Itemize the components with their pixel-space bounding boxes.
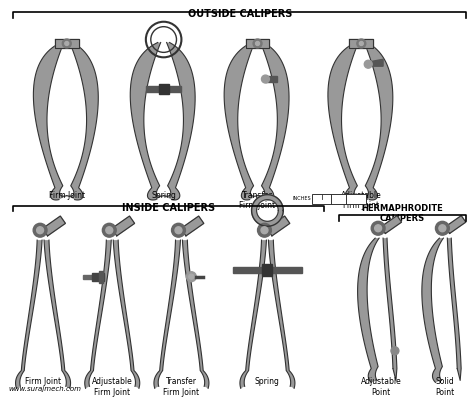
Polygon shape (257, 43, 289, 200)
Text: Spring: Spring (151, 191, 176, 200)
Polygon shape (164, 43, 195, 200)
Polygon shape (224, 43, 257, 200)
Circle shape (365, 60, 372, 68)
Polygon shape (113, 240, 140, 388)
Polygon shape (92, 273, 104, 281)
Circle shape (261, 227, 268, 234)
Circle shape (262, 75, 269, 83)
Text: Firm Joint: Firm Joint (49, 191, 85, 200)
Circle shape (371, 221, 385, 235)
Circle shape (357, 39, 366, 48)
Text: INCHES: INCHES (292, 196, 311, 201)
Circle shape (189, 274, 194, 279)
Circle shape (63, 39, 71, 48)
Text: 2: 2 (345, 196, 348, 201)
Circle shape (175, 227, 182, 234)
Polygon shape (16, 240, 42, 388)
Text: Adjustable
Firm Joint: Adjustable Firm Joint (341, 191, 382, 210)
Polygon shape (82, 275, 104, 279)
Circle shape (186, 272, 196, 282)
Circle shape (257, 223, 272, 237)
Text: OUTSIDE CALIPERS: OUTSIDE CALIPERS (188, 9, 292, 19)
Polygon shape (112, 216, 135, 236)
Circle shape (439, 225, 446, 232)
Polygon shape (154, 240, 181, 388)
Text: Transfer
Firm Joint: Transfer Firm Joint (239, 191, 275, 210)
Polygon shape (130, 43, 164, 200)
Polygon shape (267, 216, 290, 236)
Polygon shape (233, 267, 302, 273)
Polygon shape (55, 38, 79, 49)
Circle shape (33, 223, 47, 237)
Circle shape (253, 39, 262, 48)
Polygon shape (33, 43, 67, 200)
Polygon shape (159, 84, 169, 94)
Circle shape (391, 347, 399, 355)
Text: Solid
Point: Solid Point (436, 377, 455, 397)
Polygon shape (367, 59, 383, 66)
Text: 3: 3 (365, 196, 368, 201)
Polygon shape (240, 240, 266, 388)
Polygon shape (447, 238, 461, 381)
Text: Firm Joint: Firm Joint (25, 377, 61, 387)
Polygon shape (44, 240, 71, 388)
Circle shape (436, 221, 449, 235)
Text: 1: 1 (330, 196, 333, 201)
Circle shape (172, 223, 185, 237)
Text: Adjustable
Point: Adjustable Point (361, 377, 401, 397)
Polygon shape (85, 240, 111, 388)
Polygon shape (100, 271, 103, 283)
Polygon shape (349, 38, 373, 49)
Polygon shape (445, 216, 466, 233)
Polygon shape (357, 238, 379, 383)
Circle shape (102, 223, 116, 237)
Polygon shape (146, 86, 182, 92)
Text: Adjustable
Firm Joint: Adjustable Firm Joint (92, 377, 133, 397)
Text: Spring: Spring (255, 377, 280, 387)
Polygon shape (383, 238, 397, 381)
Circle shape (36, 227, 44, 234)
Polygon shape (422, 238, 443, 383)
Circle shape (359, 41, 363, 45)
Polygon shape (67, 43, 98, 200)
Polygon shape (263, 264, 273, 275)
Polygon shape (246, 38, 269, 49)
Text: www.surajmech.com: www.surajmech.com (9, 386, 82, 392)
Circle shape (65, 41, 69, 45)
Polygon shape (265, 76, 277, 82)
Text: CALIPERS: CALIPERS (379, 214, 424, 223)
Polygon shape (181, 216, 204, 236)
Polygon shape (252, 194, 283, 226)
Text: Transfer
Firm Joint: Transfer Firm Joint (164, 377, 200, 397)
Polygon shape (268, 240, 295, 388)
Circle shape (374, 225, 382, 232)
Bar (312, 194, 366, 204)
Circle shape (106, 227, 113, 234)
Polygon shape (328, 43, 361, 200)
Circle shape (255, 41, 260, 45)
Polygon shape (182, 240, 209, 388)
Polygon shape (361, 43, 393, 200)
Polygon shape (381, 216, 401, 233)
Text: HERMAPHRODITE: HERMAPHRODITE (361, 204, 443, 213)
Polygon shape (43, 216, 65, 236)
Text: INSIDE CALIPERS: INSIDE CALIPERS (122, 203, 215, 213)
